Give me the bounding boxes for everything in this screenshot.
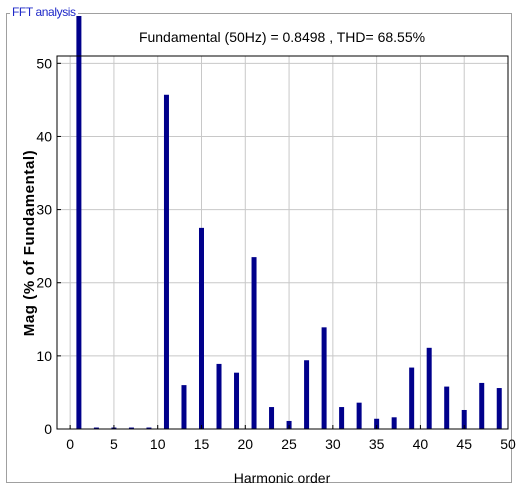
bar [356, 402, 362, 429]
bar [304, 360, 310, 429]
x-tick-label: 20 [237, 436, 253, 452]
bar [216, 363, 222, 429]
x-tick-label: 0 [66, 436, 74, 452]
panel-title: FFT analysis [10, 5, 78, 19]
y-tick-label: 10 [36, 348, 52, 364]
bar [251, 257, 257, 429]
y-tick-label: 20 [36, 275, 52, 291]
x-tick-label: 15 [194, 436, 210, 452]
bar [374, 418, 380, 429]
y-tick-label: 50 [36, 55, 52, 71]
y-axis-label: Mag (% of Fundamental) [21, 150, 38, 337]
y-tick-label: 40 [36, 128, 52, 144]
x-tick-label: 50 [500, 436, 516, 452]
plot-border [56, 55, 509, 430]
bar [286, 420, 292, 429]
x-axis-label: Harmonic order [234, 470, 331, 486]
bar [181, 385, 187, 429]
bar [426, 347, 432, 429]
grid [57, 56, 508, 429]
bars [76, 16, 502, 429]
x-tick-label: 45 [456, 436, 472, 452]
bar [163, 94, 169, 429]
bar [198, 227, 204, 429]
bar [339, 407, 345, 429]
bar [496, 388, 502, 429]
bar [409, 367, 415, 429]
x-axis-ticks: 0 5 10 15 20 25 30 35 40 45 50 [66, 425, 516, 452]
chart-title: Fundamental (50Hz) = 0.8498 , THD= 68.55… [139, 29, 425, 45]
x-tick-label: 10 [150, 436, 166, 452]
x-tick-label: 40 [413, 436, 429, 452]
y-axis-ticks: 0 10 20 30 40 50 [36, 55, 61, 437]
bar [234, 372, 240, 429]
x-tick-label: 35 [369, 436, 385, 452]
plot-area [57, 56, 508, 429]
x-tick-label: 30 [325, 436, 341, 452]
y-tick-label: 30 [36, 202, 52, 218]
bar [128, 427, 134, 429]
bar [391, 417, 397, 429]
bar [479, 382, 485, 429]
bar [93, 427, 99, 429]
bar [444, 386, 450, 429]
x-tick-label: 5 [110, 436, 118, 452]
bar [461, 409, 467, 429]
bar [321, 327, 327, 429]
bar [269, 407, 275, 429]
fft-analysis-panel [6, 13, 512, 483]
bar [146, 427, 152, 429]
x-tick-label: 25 [281, 436, 297, 452]
bar [76, 16, 82, 429]
y-tick-label: 0 [44, 421, 52, 437]
